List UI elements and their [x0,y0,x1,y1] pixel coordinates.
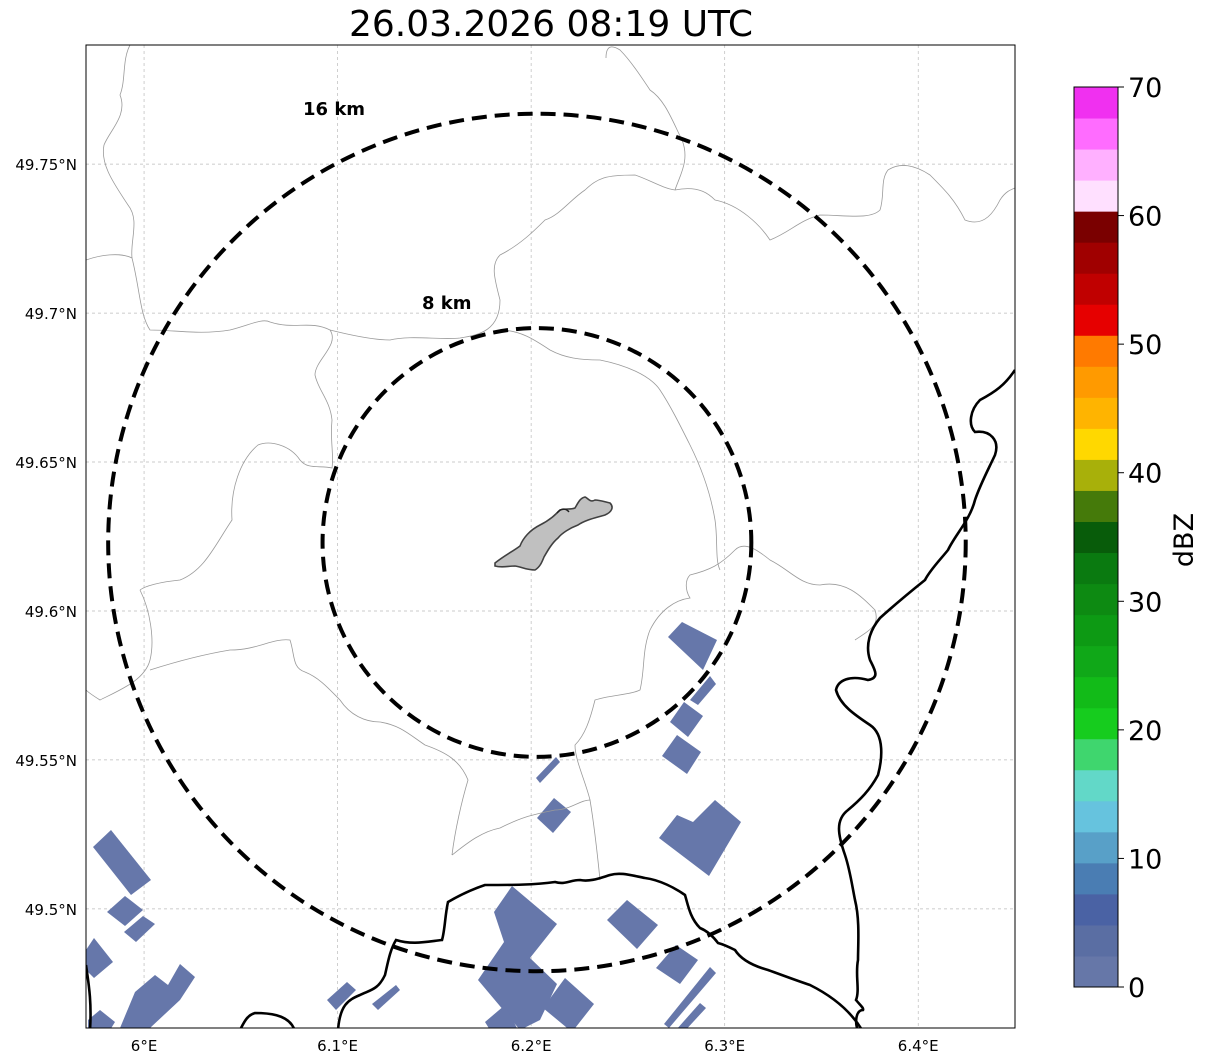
colorbar-tick-label: 30 [1128,587,1162,618]
colorbar-label: dBZ [1169,513,1200,567]
echo-cell [607,900,658,949]
lat-tick-label: 49.5°N [25,901,77,919]
colorbar-segment [1074,862,1118,895]
echo-cell [124,916,155,942]
colorbar-segment [1074,707,1118,740]
lat-tick-label: 49.55°N [15,752,77,770]
latitude-tick-labels: 49.5°N 49.55°N 49.6°N 49.65°N 49.7°N 49.75°N [15,156,77,919]
colorbar-segment [1074,149,1118,181]
lon-tick-label: 6.1°E [317,1037,358,1055]
commune-boundaries [86,45,1015,881]
lon-tick-label: 6.4°E [898,1037,939,1055]
colorbar-segment [1074,180,1118,212]
gridlines [86,45,1015,1028]
range-ring-16km [106,111,968,974]
echo-cell [478,886,557,1028]
echo-cell [86,938,113,978]
colorbar-segment [1074,428,1118,460]
echo-cell [536,757,560,783]
colorbar-tick-label: 0 [1128,973,1145,1004]
ring-label-8km: 8 km [422,293,472,314]
echo-cell [659,800,741,876]
colorbar-segment [1074,955,1118,988]
colorbar-segment [1074,335,1118,367]
range-rings [106,111,968,974]
lat-tick-label: 49.6°N [25,603,77,621]
colorbar-segment [1074,490,1118,522]
echo-cell [537,798,571,833]
colorbar-segment [1074,118,1118,150]
lat-tick-label: 49.7°N [25,305,77,323]
colorbar-segment [1074,552,1118,585]
colorbar-segment [1074,366,1118,398]
echo-cell [120,964,195,1028]
city-detail [556,508,570,514]
echo-cell [664,967,716,1028]
colorbar-segment [1074,645,1118,678]
lat-tick-label: 49.75°N [15,156,77,174]
colorbar-segment [1074,304,1118,336]
range-ring-8km [320,326,754,759]
colorbar-segment [1074,924,1118,957]
echo-cell [690,676,716,705]
echo-cell [670,702,703,737]
echo-cell [372,985,400,1010]
colorbar-segment [1074,614,1118,647]
colorbar-segment [1074,211,1118,243]
colorbar-segment [1074,459,1118,491]
chart-title: 26.03.2026 08:19 UTC [348,4,754,45]
colorbar-segment [1074,676,1118,709]
echo-cell [107,896,143,926]
radar-echoes [86,622,741,1028]
map-layers [86,45,1015,1028]
echo-cell [93,830,151,895]
colorbar-segment [1074,397,1118,429]
national-border [86,369,1015,1028]
colorbar-segment [1074,521,1118,554]
colorbar-segment [1074,738,1118,771]
colorbar-segment [1074,87,1118,119]
colorbar-tick-label: 70 [1128,73,1162,104]
colorbar-segment [1074,800,1118,833]
longitude-tick-labels: 6°E 6.1°E 6.2°E 6.3°E 6.4°E [131,1037,939,1055]
colorbar-segment [1074,831,1118,864]
city-outline [494,496,613,571]
colorbar-segment [1074,242,1118,274]
echo-cell [677,1003,706,1028]
echo-cell [88,1010,115,1028]
colorbar: 0 10 20 30 40 50 60 70 [1073,73,1162,1004]
colorbar-segment [1074,583,1118,616]
colorbar-tick-label: 50 [1128,330,1162,361]
colorbar-tick-label: 20 [1128,716,1162,747]
colorbar-segment [1074,273,1118,305]
colorbar-segment [1074,769,1118,802]
colorbar-tick-label: 10 [1128,844,1162,875]
echo-cell [656,945,698,984]
echo-cell [668,622,717,670]
lon-tick-label: 6.3°E [704,1037,745,1055]
colorbar-tick-label: 40 [1128,459,1162,490]
colorbar-segment [1074,893,1118,926]
lon-tick-label: 6°E [131,1037,158,1055]
plot-frame [85,44,1016,1029]
echo-cell [485,1005,517,1028]
colorbar-tick-label: 60 [1128,202,1162,233]
echo-cell [543,978,594,1028]
echo-cell [662,735,701,774]
lat-tick-label: 49.65°N [15,454,77,472]
colorbar-frame [1073,86,1119,988]
lon-tick-label: 6.2°E [511,1037,552,1055]
echo-cell [327,982,356,1010]
ring-label-16km: 16 km [303,99,365,120]
